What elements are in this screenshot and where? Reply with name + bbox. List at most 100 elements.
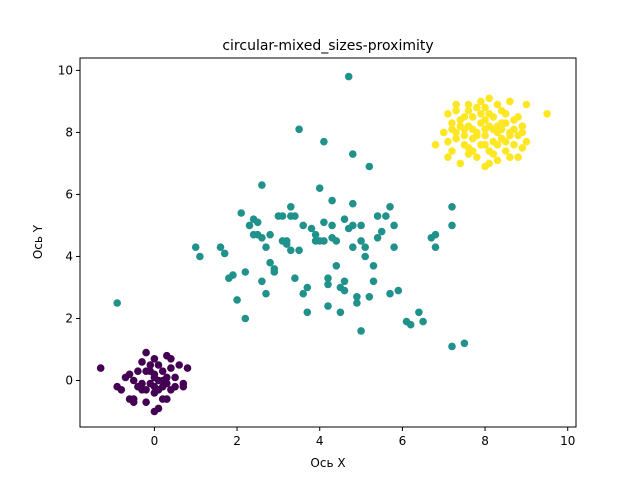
- data-point: [390, 243, 398, 251]
- data-point: [444, 153, 452, 161]
- data-point: [154, 361, 163, 369]
- plot-frame: [79, 57, 577, 428]
- data-point: [158, 376, 167, 385]
- data-point: [249, 215, 258, 223]
- data-point: [514, 113, 522, 121]
- data-point: [266, 230, 274, 239]
- data-point: [229, 271, 237, 279]
- x-axis: 0 2 4 6 8 10: [151, 427, 575, 448]
- data-point: [493, 141, 502, 149]
- data-point: [382, 212, 390, 220]
- data-point: [134, 367, 142, 376]
- data-point: [125, 370, 134, 379]
- data-point: [138, 386, 146, 394]
- data-point: [464, 106, 473, 115]
- data-point: [353, 299, 361, 307]
- data-point: [332, 237, 341, 245]
- data-point: [501, 137, 510, 146]
- data-point: [216, 243, 225, 251]
- data-point: [258, 181, 266, 189]
- data-point: [439, 128, 448, 137]
- data-point: [129, 376, 138, 385]
- data-point: [448, 147, 456, 155]
- data-point: [129, 395, 138, 403]
- data-point: [179, 382, 188, 391]
- data-point: [311, 230, 320, 239]
- data-point: [138, 358, 146, 366]
- data-point: [117, 386, 126, 394]
- data-point: [369, 277, 378, 286]
- data-point: [501, 110, 510, 118]
- data-point: [303, 308, 312, 317]
- data-point: [142, 398, 150, 407]
- data-point: [481, 141, 489, 149]
- data-point: [386, 203, 394, 211]
- data-point: [295, 125, 303, 134]
- data-point: [460, 113, 469, 121]
- data-point: [340, 215, 349, 223]
- data-point: [315, 184, 324, 192]
- data-point: [543, 110, 551, 118]
- data-point: [320, 137, 328, 146]
- data-point: [510, 125, 518, 134]
- data-point: [258, 234, 266, 242]
- data-point: [365, 162, 374, 171]
- y-tick-label: 0: [65, 373, 73, 387]
- data-point: [328, 221, 336, 230]
- data-point: [373, 234, 382, 242]
- data-point: [287, 246, 295, 255]
- data-point: [485, 159, 494, 168]
- data-point: [142, 348, 150, 357]
- data-point: [369, 262, 378, 270]
- data-point: [320, 218, 328, 227]
- data-point: [324, 280, 332, 289]
- data-point: [444, 137, 452, 146]
- data-point: [473, 153, 481, 161]
- data-point: [146, 361, 155, 369]
- data-point: [386, 289, 394, 298]
- data-point: [444, 110, 452, 118]
- data-point: [295, 246, 303, 255]
- data-point: [373, 212, 382, 220]
- data-point: [340, 286, 349, 295]
- data-point: [258, 277, 266, 286]
- data-point: [349, 199, 357, 208]
- data-point: [154, 404, 163, 413]
- data-point: [154, 386, 163, 394]
- data-point: [390, 221, 398, 230]
- data-point: [167, 355, 175, 363]
- data-point: [320, 237, 328, 245]
- y-tick-label: 8: [65, 125, 73, 139]
- data-point: [171, 382, 179, 391]
- data-point: [233, 296, 241, 304]
- data-point: [394, 286, 403, 295]
- data-point: [328, 196, 336, 205]
- data-point: [468, 113, 477, 121]
- data-point: [324, 302, 332, 310]
- x-tick-label: 4: [316, 434, 324, 448]
- data-point: [522, 137, 531, 146]
- data-point: [344, 72, 353, 81]
- data-point: [452, 134, 460, 143]
- data-point: [241, 314, 250, 323]
- data-point: [278, 212, 287, 220]
- data-point: [493, 156, 502, 165]
- data-point: [473, 103, 481, 112]
- data-point: [456, 159, 465, 168]
- data-point: [464, 100, 473, 109]
- data-point: [481, 125, 489, 134]
- data-point: [303, 283, 312, 292]
- data-point: [142, 367, 150, 376]
- data-point: [415, 308, 423, 317]
- data-point: [357, 237, 365, 245]
- data-point: [336, 308, 345, 317]
- data-point: [349, 221, 357, 230]
- data-point: [299, 221, 308, 230]
- data-point: [357, 221, 365, 230]
- x-tick-label: 2: [233, 434, 241, 448]
- data-point: [493, 122, 502, 130]
- data-point: [150, 355, 159, 363]
- data-point: [96, 364, 105, 372]
- x-tick-label: 6: [399, 434, 407, 448]
